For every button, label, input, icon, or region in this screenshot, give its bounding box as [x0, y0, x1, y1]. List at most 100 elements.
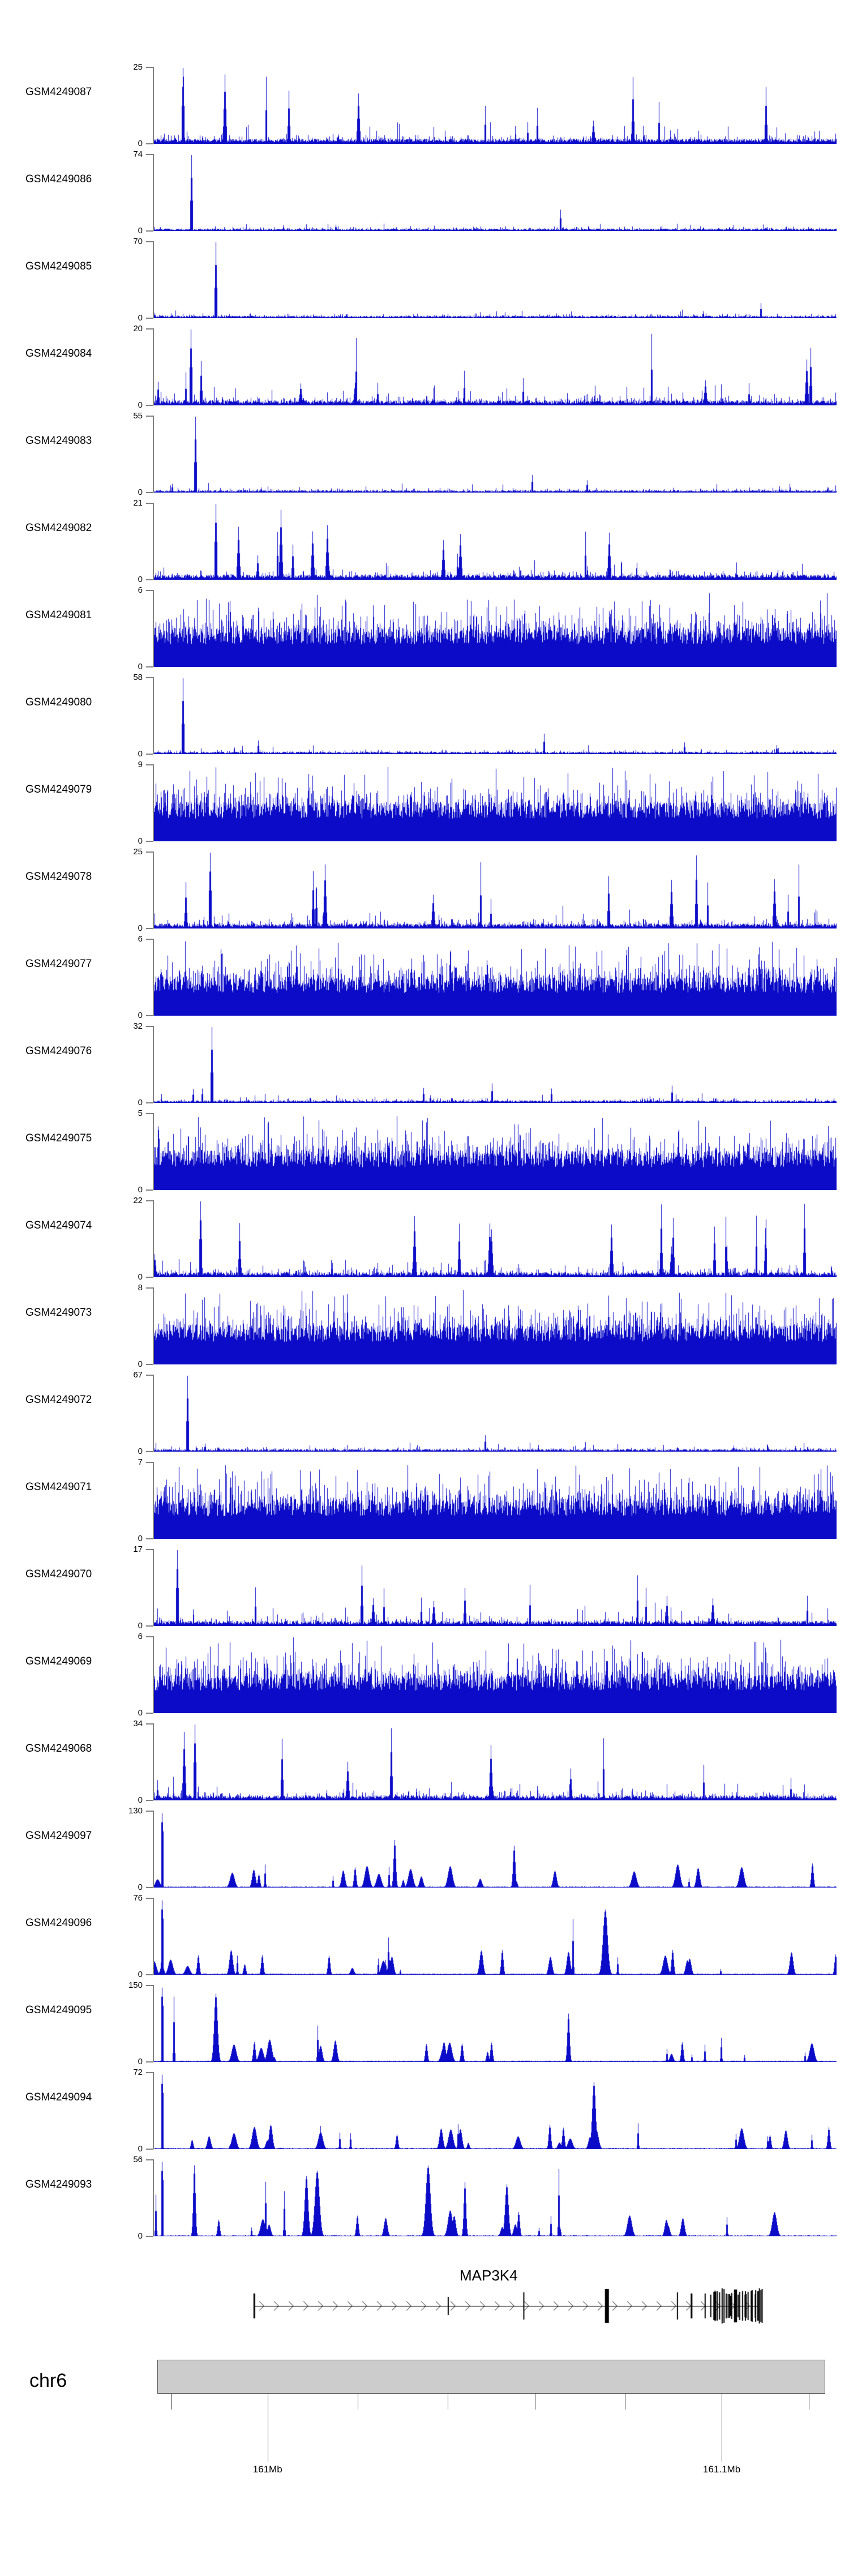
y-axis-line — [153, 939, 154, 1016]
y-axis-tick-min — [146, 1189, 153, 1191]
track-label: GSM4249083 — [25, 435, 92, 447]
track-label: GSM4249075 — [25, 1132, 92, 1144]
y-axis-max-value: 5 — [138, 1109, 143, 1118]
y-axis-tick-max — [146, 67, 153, 68]
coverage-plot-area — [154, 1200, 837, 1277]
y-axis-max-value: 7 — [138, 1457, 143, 1467]
coverage-plot-area — [154, 1113, 837, 1190]
coverage-plot-area — [154, 328, 837, 405]
y-axis-min-value: 0 — [138, 749, 143, 759]
track-label: GSM4249087 — [25, 86, 92, 98]
y-axis-tick-min — [146, 928, 153, 929]
y-axis-max-value: 70 — [133, 237, 143, 246]
y-axis-tick-min — [146, 1364, 153, 1365]
y-axis-tick-max — [146, 851, 153, 853]
y-axis-tick-max — [146, 1898, 153, 1899]
y-axis-tick-min — [146, 1974, 153, 1975]
y-axis-max-value: 8 — [138, 1283, 143, 1293]
y-axis-tick-min — [146, 230, 153, 232]
y-axis-tick-max — [146, 1811, 153, 1812]
y-axis-max-value: 76 — [133, 1893, 143, 1903]
y-axis-tick-min — [146, 1277, 153, 1278]
y-axis-max-value: 150 — [128, 1980, 143, 1990]
y-axis-tick-min — [146, 1015, 153, 1016]
y-axis-tick-min — [146, 2061, 153, 2062]
coverage-plot-area — [154, 1723, 837, 1800]
y-axis-tick-min — [146, 405, 153, 406]
y-axis-tick-max — [146, 590, 153, 591]
y-axis-line — [153, 1200, 154, 1277]
y-axis-tick-max — [146, 241, 153, 242]
y-axis-tick-min — [146, 2236, 153, 2237]
track-label: GSM4249085 — [25, 260, 92, 272]
y-axis-tick-min — [146, 1102, 153, 1103]
coverage-plot-area — [154, 241, 837, 318]
y-axis-line — [153, 851, 154, 928]
y-axis-max-value: 25 — [133, 62, 143, 72]
y-axis-max-value: 72 — [133, 2068, 143, 2077]
y-axis-tick-max — [146, 1375, 153, 1376]
y-axis-tick-min — [146, 841, 153, 842]
y-axis-tick-min — [146, 1451, 153, 1452]
chromosome-tick-label: 161Mb — [252, 2464, 282, 2475]
y-axis-line — [153, 154, 154, 231]
y-axis-max-value: 9 — [138, 760, 143, 769]
y-axis-min-value: 0 — [138, 226, 143, 236]
track-label: GSM4249096 — [25, 1917, 92, 1929]
y-axis-tick-min — [146, 1713, 153, 1714]
y-axis-min-value: 0 — [138, 1447, 143, 1456]
y-axis-tick-max — [146, 1636, 153, 1637]
track-label: GSM4249097 — [25, 1830, 92, 1842]
y-axis-line — [153, 2159, 154, 2236]
y-axis-min-value: 0 — [138, 139, 143, 148]
y-axis-line — [153, 1636, 154, 1713]
coverage-plot-area — [154, 1898, 837, 1975]
y-axis-tick-min — [146, 1887, 153, 1888]
coverage-plot-area — [154, 2072, 837, 2149]
y-axis-tick-max — [146, 1287, 153, 1289]
y-axis-tick-max — [146, 503, 153, 504]
y-axis-tick-min — [146, 1800, 153, 1801]
y-axis-line — [153, 1898, 154, 1975]
y-axis-line — [153, 1985, 154, 2062]
y-axis-min-value: 0 — [138, 1359, 143, 1369]
coverage-plot-area — [154, 154, 837, 231]
y-axis-min-value: 0 — [138, 1970, 143, 1979]
track-label: GSM4249076 — [25, 1045, 92, 1057]
y-axis-max-value: 6 — [138, 1632, 143, 1641]
y-axis-tick-max — [146, 1985, 153, 1986]
track-label: GSM4249080 — [25, 696, 92, 708]
y-axis-max-value: 58 — [133, 673, 143, 682]
y-axis-max-value: 34 — [133, 1719, 143, 1728]
track-label: GSM4249095 — [25, 2004, 92, 2016]
y-axis-max-value: 17 — [133, 1544, 143, 1554]
y-axis-min-value: 0 — [138, 575, 143, 584]
y-axis-min-value: 0 — [138, 2057, 143, 2066]
y-axis-min-value: 0 — [138, 662, 143, 671]
coverage-plot-area — [154, 2159, 837, 2236]
y-axis-min-value: 0 — [138, 2231, 143, 2241]
chromosome-ideogram-bar — [157, 2360, 825, 2394]
coverage-plot-area — [154, 1811, 837, 1888]
y-axis-max-value: 130 — [128, 1806, 143, 1816]
track-label: GSM4249074 — [25, 1219, 92, 1231]
y-axis-max-value: 55 — [133, 411, 143, 421]
y-axis-tick-max — [146, 1026, 153, 1027]
coverage-plot-area — [154, 590, 837, 667]
gene-model-canvas — [154, 2288, 837, 2323]
y-axis-max-value: 20 — [133, 324, 143, 333]
track-label: GSM4249069 — [25, 1655, 92, 1667]
track-label: GSM4249082 — [25, 522, 92, 534]
track-label: GSM4249071 — [25, 1481, 92, 1493]
track-label: GSM4249084 — [25, 348, 92, 360]
track-label: GSM4249077 — [25, 958, 92, 970]
track-label: GSM4249073 — [25, 1307, 92, 1319]
track-label: GSM4249093 — [25, 2179, 92, 2190]
y-axis-tick-max — [146, 328, 153, 330]
y-axis-min-value: 0 — [138, 400, 143, 410]
track-label: GSM4249068 — [25, 1743, 92, 1755]
y-axis-tick-min — [146, 143, 153, 144]
track-label: GSM4249070 — [25, 1568, 92, 1580]
y-axis-line — [153, 328, 154, 405]
y-axis-tick-min — [146, 318, 153, 319]
